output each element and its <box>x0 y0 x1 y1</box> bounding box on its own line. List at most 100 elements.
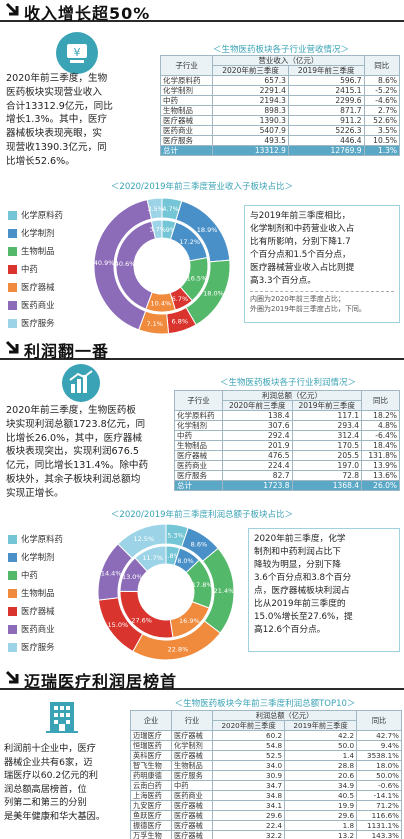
table-cell: 28.8 <box>284 760 358 771</box>
legend-item: 医疗服务 <box>8 314 63 332</box>
col-header: 2020年前三季度 <box>221 400 293 411</box>
table-cell: 医疗器械 <box>171 810 214 821</box>
profit-donut-chart: 5.3% 8.6% 21.4% 22.8% 15.0% 14.4% 12.5% 4.8%8.0… <box>97 523 235 661</box>
table-cell: 3538.1% <box>356 750 402 761</box>
donut-label: 17.8% <box>192 581 213 589</box>
donut-label: 8.0% <box>177 557 194 565</box>
table-cell: 34.1 <box>212 800 286 811</box>
col-header: 同比 <box>363 55 401 76</box>
table-cell: 13312.9 <box>212 145 289 156</box>
table-row: 生物制品 898.3 871.7 2.7% <box>159 105 401 116</box>
table-row: 中药 2194.3 2299.6 -4.6% <box>159 95 401 106</box>
legend-item: 医疗器械 <box>8 278 63 296</box>
table-cell: 医药商业 <box>171 790 214 801</box>
donut-label: 5.3% <box>167 531 184 539</box>
col-header: 利润总额（亿元） <box>212 710 358 721</box>
table-cell: -4.6% <box>363 95 401 106</box>
total-row: 总计 13312.9 12769.9 1.3% <box>159 145 401 156</box>
table-cell: 智飞生物 <box>129 760 173 771</box>
table-row: 鱼跃医疗 医疗器械 29.6 29.6 116.6% <box>129 810 402 821</box>
donut-label: 40.9% <box>94 259 115 267</box>
table-cell: 42.2 <box>284 730 358 741</box>
table-row: 万孚生物 医疗器械 32.2 13.2 143.3% <box>129 830 402 839</box>
profit-legend: 化学原料药 化学制剂 中药 生物制品 医疗器械 医药商业 医疗服务 <box>8 530 63 656</box>
table-cell: 1.8 <box>284 820 358 831</box>
legend-label: 化学制剂 <box>21 552 55 562</box>
table-cell: 117.1 <box>291 410 363 421</box>
legend-label: 中药 <box>21 570 38 580</box>
legend-swatch <box>8 228 17 238</box>
col-header: 利润总额（亿元） <box>221 390 363 401</box>
table-cell: 万孚生物 <box>129 830 173 839</box>
table-cell: 化学制剂 <box>159 85 214 96</box>
table-cell: 72.8 <box>291 470 363 481</box>
table-cell: 13.6% <box>361 470 400 481</box>
donut-label: 11.7% <box>142 554 163 562</box>
table-cell: 化学原料药 <box>174 410 223 421</box>
donut-label: 4.7% <box>162 205 179 213</box>
svg-text:¥: ¥ <box>74 46 81 59</box>
legend-item: 中药 <box>8 566 63 584</box>
table-cell: 2.7% <box>363 105 401 116</box>
col-header: 同比 <box>356 710 402 731</box>
table-row: 上海医药 医药商业 34.8 40.5 -14.1% <box>129 790 402 801</box>
table-row: 振德医疗 医疗器械 22.4 1.8 1131.1% <box>129 820 402 831</box>
donut-slice <box>150 219 163 240</box>
chart-note: 内圈为2020年前三季度占比； 外圈为2019年前三季度占比，下同。 <box>250 291 394 314</box>
table-cell: 20.6 <box>284 770 358 781</box>
table-cell: 8.6% <box>363 75 401 86</box>
table-cell: 医疗器械 <box>171 800 214 811</box>
table-cell: 化学原料药 <box>159 75 214 86</box>
table-cell: 化学制剂 <box>171 740 214 751</box>
table-cell: 32.2 <box>212 830 286 839</box>
table-cell: 2415.1 <box>287 85 365 96</box>
table-cell: 476.5 <box>221 450 293 461</box>
profit-callout: 2020年前三季度，化学 制剂和中药利润占比下 降较为明显，分别下降 3.6个百分点… <box>248 528 400 652</box>
donut-label: 40.6% <box>115 260 136 268</box>
legend-item: 化学制剂 <box>8 224 63 242</box>
section-title: 收入增长超50% <box>24 4 151 23</box>
col-header: 同比 <box>361 390 400 411</box>
legend-label: 化学原料药 <box>21 534 63 544</box>
legend-swatch <box>8 552 17 562</box>
table-cell: 34.7 <box>212 780 286 791</box>
donut-label: 3.5% <box>147 205 164 213</box>
donut-slice <box>134 545 167 572</box>
table-cell: 医疗器械 <box>174 450 223 461</box>
table-cell: 1368.4 <box>291 480 363 491</box>
legend-item: 化学制剂 <box>8 548 63 566</box>
table-row: 生物制品 201.9 170.5 18.4% <box>174 440 400 451</box>
table-cell: 中药 <box>174 430 223 441</box>
col-header: 2019年前三季度 <box>287 65 365 76</box>
table-cell: 1.3% <box>363 145 401 156</box>
top10-table-title: ＜生物医药板块今年前三季度利润总额TOP10＞ <box>174 699 356 709</box>
table-cell: 71.2% <box>356 800 402 811</box>
table-cell: 迈瑞医疗 <box>129 730 173 741</box>
table-cell: 13.2 <box>284 830 358 839</box>
legend-swatch <box>8 246 17 256</box>
table-cell: 26.0% <box>361 480 400 491</box>
legend-item: 中药 <box>8 260 63 278</box>
revenue-table-title: ＜生物医药板块各子行业营收情况＞ <box>212 45 349 55</box>
top10-paragraph: 利润前十企业中，医疗 器械企业共有6家，迈 瑞医疗以60.2亿元的利 润总额高居榜首… <box>4 743 106 822</box>
table-cell: 52.6% <box>363 115 401 126</box>
legend-label: 医疗服务 <box>21 642 55 652</box>
table-cell: 201.9 <box>221 440 293 451</box>
profit-paragraph: 2020年前三季度，生物医药板 块实现利润总额1723.8亿元，同 比增长26.0… <box>6 405 149 499</box>
arrow-icon <box>5 340 19 354</box>
col-header: 行业 <box>171 710 214 731</box>
donut-label: 15.0% <box>107 621 128 629</box>
donut-label: 14.4% <box>101 570 122 578</box>
table-cell: 1131.1% <box>356 820 402 831</box>
donut-label: 6.7% <box>172 295 189 303</box>
table-row: 英科医疗 医疗器械 52.5 1.4 3538.1% <box>129 750 402 761</box>
table-cell: 生物制品 <box>171 760 214 771</box>
revenue-callout: 与2019年前三季度相比， 化学制剂和中药营业收入占 比有所影响，分别下降1.7 个… <box>244 205 400 323</box>
table-cell: 22.4 <box>212 820 286 831</box>
table-cell: 42.7% <box>356 730 402 741</box>
table-cell: 54.8 <box>212 740 286 751</box>
table-cell: 19.9 <box>284 800 358 811</box>
legend-swatch <box>8 570 17 580</box>
col-header: 营业收入（亿元） <box>212 55 365 66</box>
revenue-paragraph: 2020年前三季度，生物 医药板块实现营业收入 合计13312.9亿元，同比 增长1… <box>6 73 113 167</box>
